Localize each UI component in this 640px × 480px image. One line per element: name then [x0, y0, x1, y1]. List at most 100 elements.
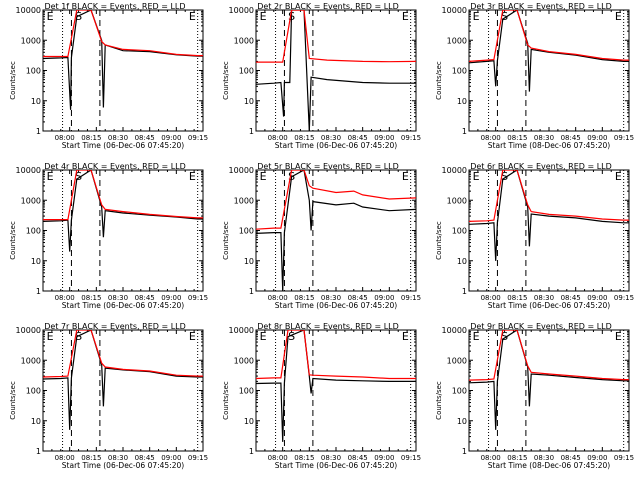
y-tick-label: 1 [249, 287, 254, 296]
y-tick-label: 10 [31, 257, 41, 266]
x-tick-label: 08:45 [561, 134, 581, 142]
y-tick-label: 1000 [21, 356, 41, 365]
y-tick-label: 1 [462, 127, 467, 136]
series-line-lld [469, 10, 629, 62]
x-tick-label: 08:30 [534, 454, 554, 462]
event-annotation: E [615, 10, 622, 23]
y-tick-label: 100 [26, 227, 41, 236]
event-annotation: E [189, 170, 196, 183]
series-group [43, 330, 203, 430]
series-group [469, 10, 629, 92]
x-tick-label: 08:15 [507, 454, 527, 462]
x-tick-label: 09:15 [401, 294, 421, 302]
x-tick-label: 09:15 [614, 134, 634, 142]
series-group [43, 10, 203, 110]
x-tick-label: 08:00 [268, 134, 288, 142]
event-annotation: E [402, 330, 409, 343]
event-annotation: E [47, 170, 54, 183]
y-tick-label: 1 [462, 287, 467, 296]
x-axis-label: Start Time (06-Dec-06 07:45:20) [275, 461, 397, 470]
y-tick-label: 1000 [21, 196, 41, 205]
y-tick-label: 10000 [442, 326, 467, 335]
y-tick-label: 1000 [447, 36, 467, 45]
event-annotation: S [288, 330, 295, 343]
x-tick-label: 08:00 [55, 134, 75, 142]
chart-panel-6: Det 6r BLACK = Events, RED = LLD 1 10 100 10… [435, 162, 634, 310]
series-line-lld [256, 330, 416, 380]
y-tick-label: 1 [36, 127, 41, 136]
x-tick-label: 08:30 [534, 294, 554, 302]
series-group [256, 170, 416, 291]
chart-panel-3: Det 3r BLACK = Events, RED = LLD 1 10 100 10… [435, 2, 634, 150]
y-tick-label: 10000 [16, 6, 41, 15]
x-tick-label: 08:30 [108, 134, 128, 142]
y-tick-label: 1000 [234, 196, 254, 205]
x-axis-label: Start Time (06-Dec-06 07:45:20) [275, 301, 397, 310]
y-tick-label: 10 [31, 97, 41, 106]
x-tick-label: 08:15 [294, 294, 314, 302]
x-tick-label: 08:15 [81, 294, 101, 302]
event-annotation: S [501, 330, 508, 343]
y-tick-label: 10000 [442, 166, 467, 175]
y-axis-label: Counts/sec [9, 221, 17, 260]
event-annotation: E [402, 10, 409, 23]
event-annotation: E [473, 170, 480, 183]
x-tick-label: 08:45 [135, 294, 155, 302]
series-line-events [256, 330, 416, 442]
y-tick-label: 1 [36, 447, 41, 456]
series-line-events [256, 170, 416, 291]
y-tick-label: 10 [457, 257, 467, 266]
event-annotation: E [402, 170, 409, 183]
chart-panel-2: Det 2r BLACK = Events, RED = LLD 1 10 100 10… [222, 2, 421, 150]
series-line-lld [469, 170, 629, 222]
event-annotation: S [501, 170, 508, 183]
series-line-events [43, 170, 203, 252]
y-tick-label: 10000 [16, 166, 41, 175]
chart-panel-8: Det 8r BLACK = Events, RED = LLD 1 10 100 10… [222, 322, 421, 470]
x-tick-label: 08:30 [108, 454, 128, 462]
x-tick-label: 09:15 [614, 454, 634, 462]
x-tick-label: 09:00 [587, 294, 607, 302]
x-tick-label: 09:00 [587, 454, 607, 462]
x-tick-label: 08:00 [55, 454, 75, 462]
y-axis-label: Counts/sec [435, 381, 443, 420]
x-tick-label: 08:00 [268, 454, 288, 462]
event-annotation: E [47, 10, 54, 23]
plot-frame [42, 169, 204, 292]
event-annotation: E [189, 330, 196, 343]
event-annotation: E [615, 170, 622, 183]
chart-title: Det 4r BLACK = Events, RED = LLD [44, 162, 186, 171]
y-tick-label: 10000 [229, 6, 254, 15]
chart-panel-1: Det 1f BLACK = Events, RED = LLD 1 10 100 10… [9, 2, 208, 150]
y-axis-label: Counts/sec [435, 221, 443, 260]
x-tick-label: 08:00 [481, 134, 501, 142]
x-tick-label: 08:15 [81, 454, 101, 462]
y-axis-label: Counts/sec [222, 61, 230, 100]
x-tick-label: 09:15 [614, 294, 634, 302]
series-line-events [43, 330, 203, 430]
series-group [469, 330, 629, 430]
x-axis-label: Start Time (08-Dec-06 07:45:20) [488, 461, 610, 470]
x-axis-label: Start Time (06-Dec-06 07:45:20) [62, 301, 184, 310]
series-line-events [469, 10, 629, 92]
y-tick-label: 100 [239, 387, 254, 396]
plot-frame [468, 329, 630, 452]
x-tick-label: 08:45 [348, 294, 368, 302]
x-tick-label: 08:45 [135, 454, 155, 462]
y-tick-label: 1000 [447, 196, 467, 205]
x-axis-label: Start Time (08-Dec-06 07:45:20) [488, 141, 610, 150]
event-annotation: E [189, 10, 196, 23]
x-tick-label: 08:45 [561, 294, 581, 302]
x-axis-label: Start Time (06-Dec-06 07:45:20) [62, 461, 184, 470]
x-tick-label: 09:00 [587, 134, 607, 142]
x-tick-label: 09:15 [188, 294, 208, 302]
y-tick-label: 1000 [234, 36, 254, 45]
y-tick-label: 10 [244, 417, 254, 426]
x-tick-label: 09:15 [188, 134, 208, 142]
series-group [43, 170, 203, 252]
x-tick-label: 08:30 [108, 294, 128, 302]
event-annotation: E [473, 10, 480, 23]
y-tick-label: 100 [239, 227, 254, 236]
y-tick-label: 1 [36, 287, 41, 296]
